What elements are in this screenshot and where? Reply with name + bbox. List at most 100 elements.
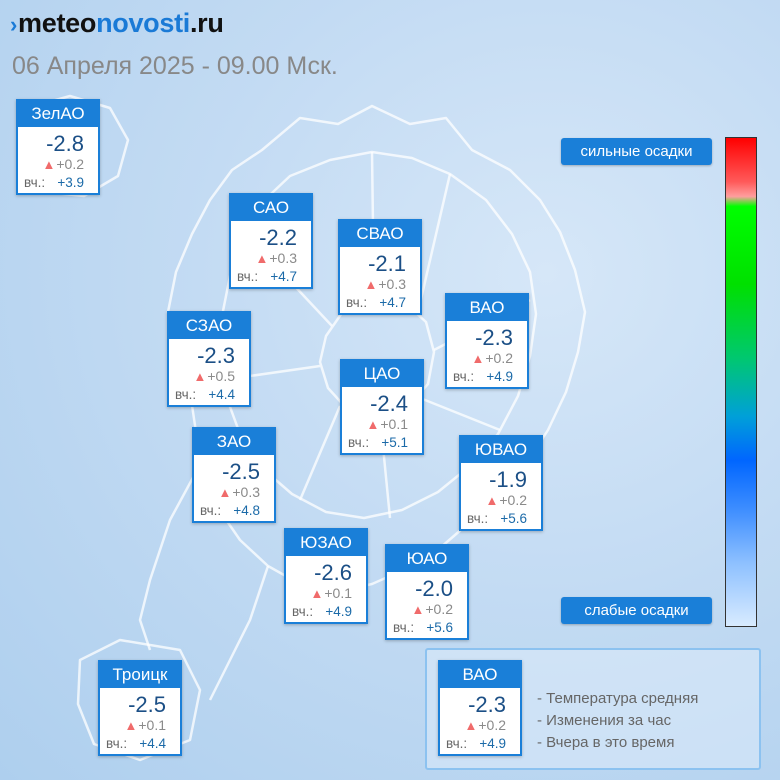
yesterday-row: вч.: +5.6 bbox=[467, 511, 527, 526]
legend-line-hourly-change: - Изменения за час bbox=[537, 712, 672, 729]
yesterday-row: вч.: +4.9 bbox=[453, 369, 513, 384]
hourly-change-value: +0.2 bbox=[56, 156, 84, 172]
district-card-szao: СЗАО -2.3 ▲+0.5 вч.: +4.4 bbox=[167, 311, 251, 407]
legend-line-avg-temp: - Температура средняя bbox=[537, 690, 699, 707]
district-border bbox=[298, 405, 342, 501]
rise-triangle-icon: ▲ bbox=[193, 369, 207, 384]
yesterday-value: +3.9 bbox=[57, 175, 84, 190]
report-datetime: 06 Апреля 2025 - 09.00 Мск. bbox=[12, 52, 338, 80]
district-card-cao: ЦАО -2.4 ▲+0.1 вч.: +5.1 bbox=[340, 359, 424, 455]
yesterday-row: вч.: +4.4 bbox=[106, 736, 166, 751]
yesterday-label: вч.: bbox=[446, 736, 468, 751]
district-card-vao: ВАО -2.3 ▲+0.2 вч.: +4.9 bbox=[445, 293, 529, 389]
site-logo[interactable]: ›meteonovosti.ru bbox=[10, 8, 224, 39]
new-moscow-boundary bbox=[138, 471, 270, 701]
rise-triangle-icon: ▲ bbox=[364, 277, 378, 292]
yesterday-value: +5.1 bbox=[381, 435, 408, 450]
yesterday-row: вч.: +5.1 bbox=[348, 435, 408, 450]
logo-chevron-icon: › bbox=[10, 12, 18, 37]
district-temperature: -1.9 bbox=[489, 467, 527, 492]
district-border bbox=[419, 396, 501, 432]
yesterday-value: +4.9 bbox=[479, 736, 506, 751]
district-temperature: -2.5 bbox=[128, 692, 166, 717]
district-temperature: -2.0 bbox=[415, 576, 453, 601]
legend-line-yesterday: - Вчера в это время bbox=[537, 734, 675, 751]
district-card-troitsk: Троицк -2.5 ▲+0.1 вч.: +4.4 bbox=[98, 660, 182, 756]
logo-text-domain: .ru bbox=[189, 8, 224, 38]
hourly-change: ▲+0.3 bbox=[218, 484, 260, 500]
hourly-change-value: +0.1 bbox=[324, 585, 352, 601]
yesterday-label: вч.: bbox=[346, 295, 368, 310]
hourly-change-value: +0.5 bbox=[207, 368, 235, 384]
rise-triangle-icon: ▲ bbox=[310, 586, 324, 601]
legend-sample-card: ВАО -2.3 ▲+0.2 вч.: +4.9 bbox=[438, 660, 522, 756]
rise-triangle-icon: ▲ bbox=[411, 602, 425, 617]
district-name: Троицк bbox=[100, 662, 180, 688]
yesterday-value: +5.6 bbox=[500, 511, 527, 526]
yesterday-label: вч.: bbox=[200, 503, 222, 518]
hourly-change-value: +0.1 bbox=[380, 416, 408, 432]
scale-label-light: слабые осадки bbox=[561, 597, 712, 624]
district-name: ЗАО bbox=[194, 429, 274, 455]
yesterday-label: вч.: bbox=[393, 620, 415, 635]
district-name: СЗАО bbox=[169, 313, 249, 339]
district-card-yuao: ЮАО -2.0 ▲+0.2 вч.: +5.6 bbox=[385, 544, 469, 640]
hourly-change: ▲+0.3 bbox=[364, 276, 406, 292]
hourly-change-value: +0.3 bbox=[269, 250, 297, 266]
hourly-change: ▲+0.2 bbox=[42, 156, 84, 172]
rise-triangle-icon: ▲ bbox=[218, 485, 232, 500]
hourly-change-value: +0.2 bbox=[499, 492, 527, 508]
yesterday-row: вч.: +4.9 bbox=[292, 604, 352, 619]
yesterday-value: +4.4 bbox=[139, 736, 166, 751]
hourly-change-value: +0.3 bbox=[378, 276, 406, 292]
hourly-change: ▲+0.1 bbox=[366, 416, 408, 432]
district-name: ВАО bbox=[447, 295, 527, 321]
district-name: САО bbox=[231, 195, 311, 221]
yesterday-label: вч.: bbox=[175, 387, 197, 402]
yesterday-label: вч.: bbox=[237, 269, 259, 284]
yesterday-value: +4.8 bbox=[233, 503, 260, 518]
rise-triangle-icon: ▲ bbox=[124, 718, 138, 733]
hourly-change: ▲+0.3 bbox=[255, 250, 297, 266]
yesterday-value: +4.7 bbox=[270, 269, 297, 284]
yesterday-label: вч.: bbox=[348, 435, 370, 450]
hourly-change: ▲+0.1 bbox=[310, 585, 352, 601]
hourly-change-value: +0.2 bbox=[485, 350, 513, 366]
yesterday-value: +4.7 bbox=[379, 295, 406, 310]
district-temperature: -2.3 bbox=[468, 692, 506, 717]
hourly-change-value: +0.1 bbox=[138, 717, 166, 733]
district-card-sao: САО -2.2 ▲+0.3 вч.: +4.7 bbox=[229, 193, 313, 289]
district-name: ЦАО bbox=[342, 361, 422, 387]
rise-triangle-icon: ▲ bbox=[485, 493, 499, 508]
district-name: ЮЗАО bbox=[286, 530, 366, 556]
precipitation-color-scale bbox=[725, 137, 757, 627]
district-name: ЗелАО bbox=[18, 101, 98, 127]
hourly-change-value: +0.3 bbox=[232, 484, 260, 500]
rise-triangle-icon: ▲ bbox=[464, 718, 478, 733]
hourly-change: ▲+0.1 bbox=[124, 717, 166, 733]
yesterday-row: вч.: +5.6 bbox=[393, 620, 453, 635]
district-name: ЮВАО bbox=[461, 437, 541, 463]
district-card-zelao: ЗелАО -2.8 ▲+0.2 вч.: +3.9 bbox=[16, 99, 100, 195]
hourly-change: ▲+0.2 bbox=[411, 601, 453, 617]
hourly-change: ▲+0.5 bbox=[193, 368, 235, 384]
district-card-svao: СВАО -2.1 ▲+0.3 вч.: +4.7 bbox=[338, 219, 422, 315]
troitsk-boundary bbox=[76, 638, 202, 762]
yesterday-label: вч.: bbox=[24, 175, 46, 190]
district-card-yuvao: ЮВАО -1.9 ▲+0.2 вч.: +5.6 bbox=[459, 435, 543, 531]
hourly-change: ▲+0.2 bbox=[464, 717, 506, 733]
hourly-change: ▲+0.2 bbox=[485, 492, 527, 508]
yesterday-label: вч.: bbox=[453, 369, 475, 384]
district-temperature: -2.5 bbox=[222, 459, 260, 484]
yesterday-label: вч.: bbox=[292, 604, 314, 619]
yesterday-row: вч.: +3.9 bbox=[24, 175, 84, 190]
district-name: СВАО bbox=[340, 221, 420, 247]
hourly-change-value: +0.2 bbox=[478, 717, 506, 733]
district-name: ВАО bbox=[440, 662, 520, 688]
rise-triangle-icon: ▲ bbox=[42, 157, 56, 172]
yesterday-row: вч.: +4.7 bbox=[346, 295, 406, 310]
district-temperature: -2.3 bbox=[475, 325, 513, 350]
district-temperature: -2.8 bbox=[46, 131, 84, 156]
district-temperature: -2.3 bbox=[197, 343, 235, 368]
district-card-yuzao: ЮЗАО -2.6 ▲+0.1 вч.: +4.9 bbox=[284, 528, 368, 624]
